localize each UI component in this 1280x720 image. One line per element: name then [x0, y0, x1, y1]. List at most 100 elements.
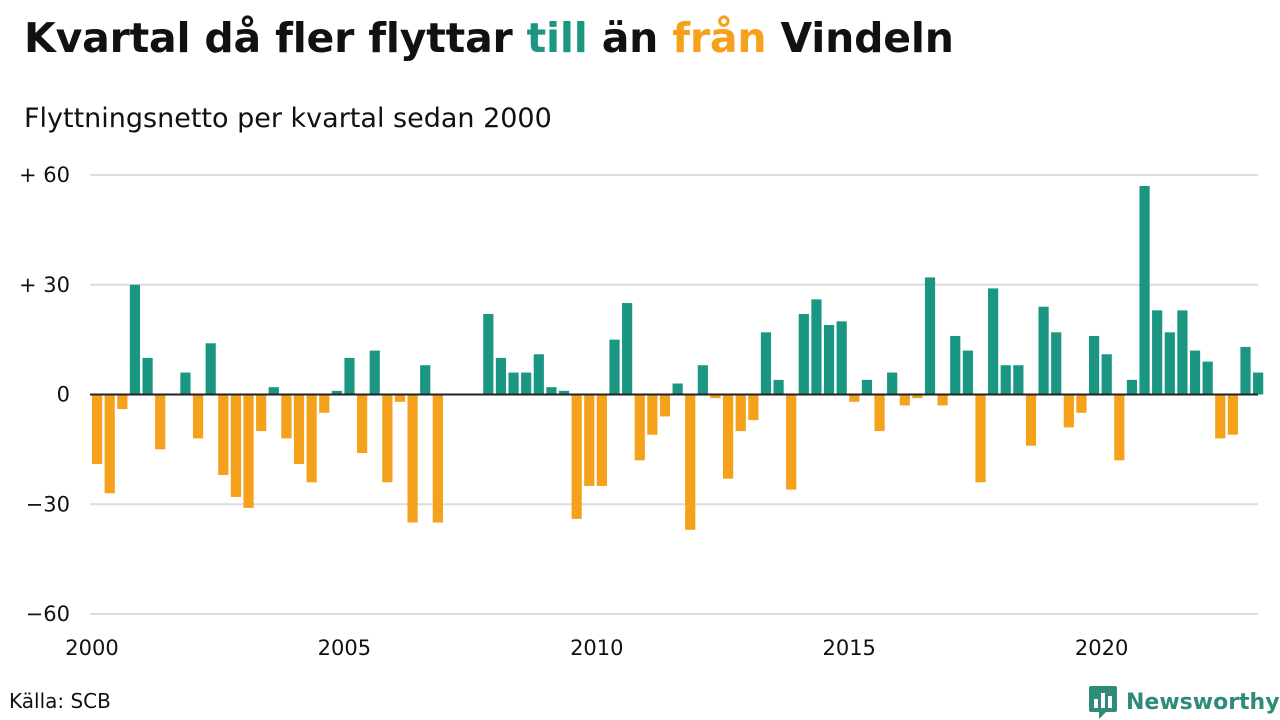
- source-label: Källa: SCB: [9, 689, 111, 713]
- bar: [1189, 350, 1201, 395]
- bar: [129, 284, 141, 395]
- newsworthy-logo-icon: [1089, 686, 1117, 719]
- bar: [243, 394, 254, 508]
- x-tick-label: 2020: [1075, 636, 1128, 660]
- bar: [786, 394, 797, 490]
- bar: [394, 394, 406, 402]
- bar: [1202, 361, 1213, 395]
- bar: [1088, 335, 1100, 395]
- bar: [571, 394, 582, 519]
- bar: [735, 394, 746, 432]
- x-tick-label: 2015: [822, 636, 875, 660]
- bar: [710, 394, 721, 399]
- bar: [420, 365, 431, 395]
- bar: [268, 387, 279, 395]
- bar: [773, 379, 784, 395]
- bar: [1038, 306, 1049, 395]
- y-tick-label: −60: [26, 602, 70, 626]
- bar: [495, 357, 507, 395]
- bar: [685, 394, 696, 530]
- x-tick-label: 2010: [570, 636, 623, 660]
- x-tick-label: 2005: [318, 636, 371, 660]
- bar: [508, 372, 519, 395]
- y-tick-label: 0: [57, 383, 70, 407]
- bar: [937, 394, 948, 406]
- bar: [647, 394, 658, 435]
- bar: [584, 394, 595, 486]
- bar: [798, 314, 809, 395]
- bar: [344, 357, 355, 395]
- bar: [1177, 310, 1188, 395]
- title-part-2: än: [601, 14, 659, 62]
- bar: [117, 394, 128, 410]
- bar: [622, 303, 633, 395]
- bar: [1076, 394, 1087, 413]
- bar: [180, 372, 191, 395]
- bars: [92, 185, 1264, 530]
- bar: [634, 394, 645, 461]
- bar: [1114, 394, 1125, 461]
- bar: [142, 357, 153, 395]
- chart-title: Kvartal då fler flyttar till än från Vin…: [24, 14, 954, 62]
- bar: [760, 332, 772, 395]
- y-tick-label: + 30: [19, 273, 70, 297]
- bar: [205, 343, 216, 395]
- bar: [1215, 394, 1226, 439]
- bar: [1101, 354, 1112, 395]
- bar: [874, 394, 885, 432]
- bar: [748, 394, 759, 421]
- bar: [92, 394, 103, 465]
- bar: [861, 379, 873, 395]
- bar: [1000, 365, 1011, 395]
- bar: [281, 394, 292, 439]
- title-till: till: [526, 14, 588, 62]
- title-part-1: Kvartal då fler flyttar: [24, 14, 513, 62]
- x-tick-label: 2000: [65, 636, 118, 660]
- chart-subtitle: Flyttningsnetto per kvartal sedan 2000: [24, 103, 552, 134]
- bar: [1240, 346, 1251, 395]
- x-axis-labels: 2000 2005 2010 2015 2020: [65, 636, 1128, 660]
- bar: [924, 277, 936, 395]
- bar: [407, 394, 418, 523]
- bar: [230, 394, 242, 497]
- bar: [849, 394, 860, 402]
- bar: [1253, 372, 1264, 395]
- grid-lines: [90, 174, 1258, 615]
- bar: [672, 383, 683, 395]
- bar: [659, 394, 671, 417]
- bar: [306, 394, 317, 483]
- bar: [823, 324, 835, 395]
- bar: [558, 390, 570, 395]
- title-part-3: Vindeln: [780, 14, 954, 62]
- bar: [975, 394, 986, 483]
- bar: [546, 387, 557, 395]
- brand: Newsworthy: [1088, 684, 1280, 720]
- bar: [1063, 394, 1074, 428]
- y-axis-labels: + 60 + 30 0 −30 −60: [19, 163, 70, 626]
- bar: [155, 394, 166, 450]
- bar: [1227, 394, 1238, 435]
- bar: [1164, 332, 1175, 395]
- bar: [104, 394, 115, 494]
- bar: [521, 372, 532, 395]
- bar: [962, 350, 973, 395]
- bar: [218, 394, 229, 475]
- bar: [1013, 365, 1024, 395]
- bar: [609, 339, 620, 395]
- bar: [950, 335, 961, 395]
- bar: [596, 394, 607, 486]
- bar: [357, 394, 368, 454]
- bar: [331, 390, 342, 395]
- bar: [1139, 185, 1150, 395]
- bar: [382, 394, 393, 483]
- brand-name: Newsworthy: [1126, 689, 1280, 715]
- bar: [887, 372, 898, 395]
- bar: [697, 365, 708, 395]
- bar: [1051, 332, 1062, 395]
- bar: [988, 288, 999, 395]
- bar: [899, 394, 910, 406]
- bar: [256, 394, 267, 432]
- bar: [836, 321, 847, 395]
- y-tick-label: + 60: [19, 163, 70, 187]
